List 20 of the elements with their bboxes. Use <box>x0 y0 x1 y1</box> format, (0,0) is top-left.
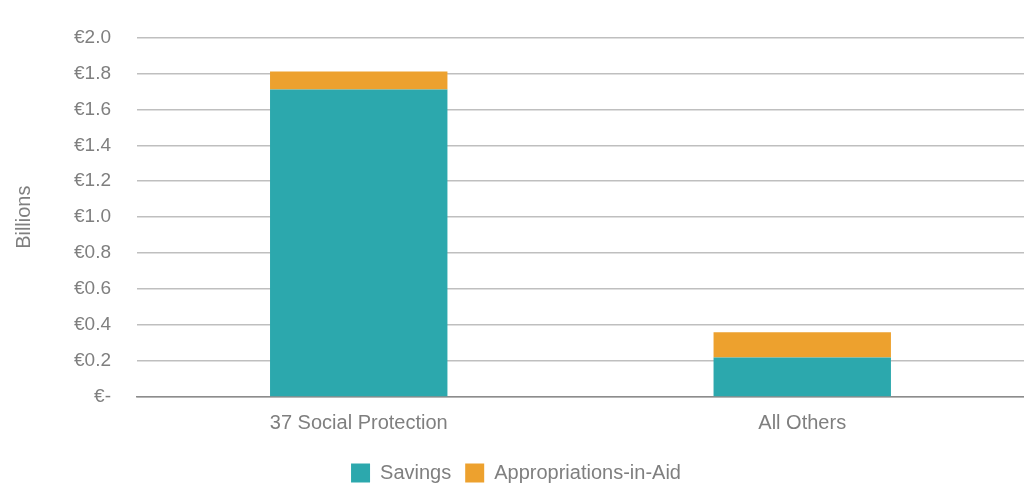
y-tick-label: €0.4 <box>74 313 112 335</box>
y-tick-label: €0.8 <box>74 241 111 263</box>
bar <box>270 71 448 90</box>
legend-label: Appropriations-in-Aid <box>494 460 681 483</box>
y-tick-label: €1.8 <box>74 61 111 83</box>
x-tick-label: All Others <box>758 410 847 433</box>
y-tick-label: €1.6 <box>74 97 111 119</box>
y-tick-label: €1.0 <box>74 205 111 227</box>
y-axis-title: Billions <box>11 185 34 249</box>
bar <box>270 89 448 397</box>
bar <box>713 357 891 397</box>
y-tick-label: €0.2 <box>74 349 111 371</box>
y-tick-label: €1.2 <box>74 169 111 191</box>
bar <box>713 332 891 358</box>
y-tick-label: €0.6 <box>74 277 111 299</box>
y-tick-label: €2.0 <box>74 25 111 47</box>
y-tick-label: €- <box>94 385 111 407</box>
x-tick-label: 37 Social Protection <box>269 410 448 433</box>
legend-label: Savings <box>380 460 452 483</box>
y-tick-label: €1.4 <box>74 133 112 155</box>
